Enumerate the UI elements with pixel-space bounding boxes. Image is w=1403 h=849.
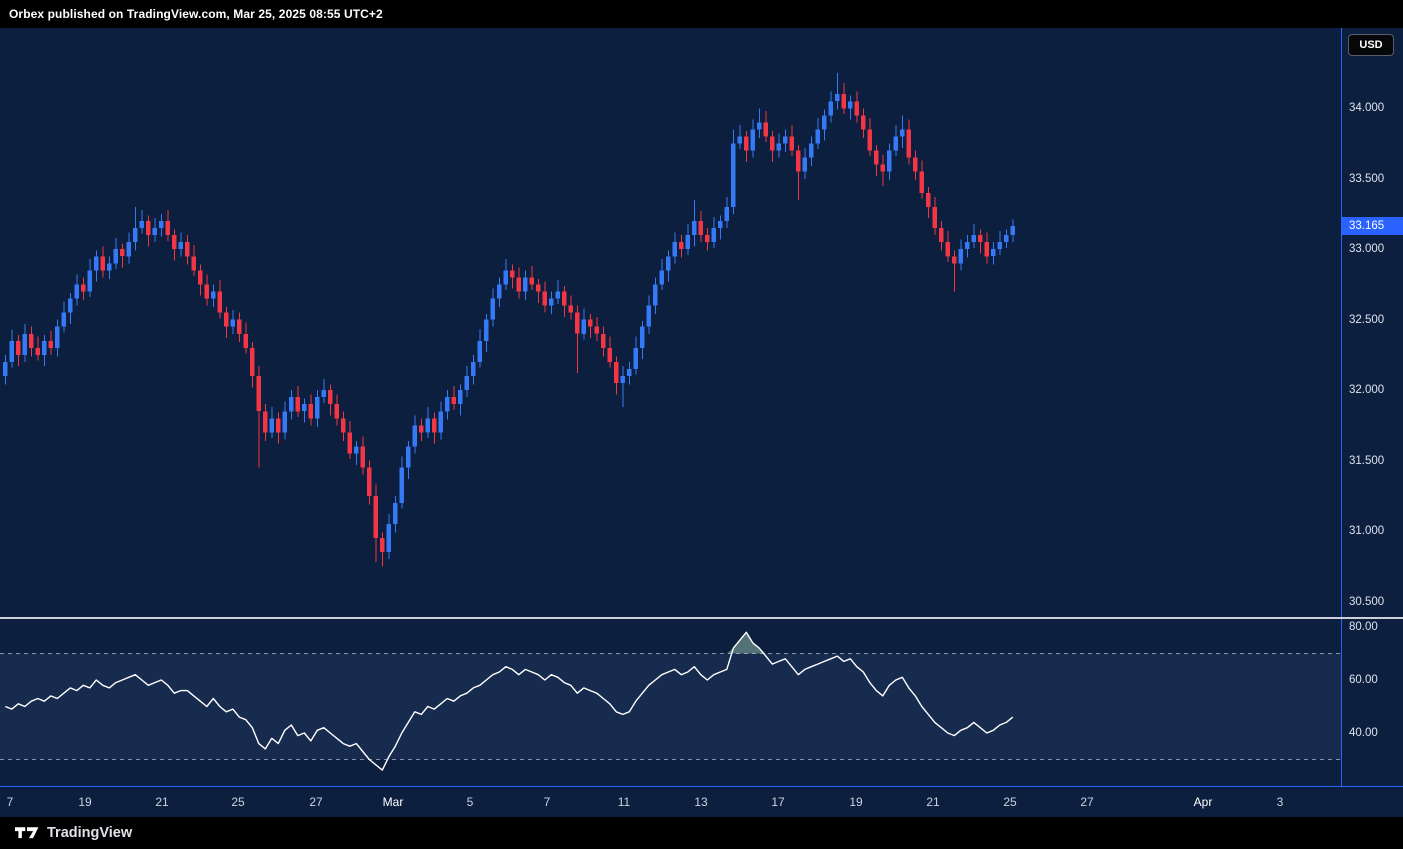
time-tick-label: 5 bbox=[466, 795, 474, 809]
price-tick-label: 34.000 bbox=[1349, 102, 1385, 115]
time-tick-label: 27 bbox=[309, 795, 323, 809]
time-tick-label: Mar bbox=[382, 795, 404, 809]
rsi-pane[interactable] bbox=[0, 619, 1341, 786]
time-tick-label: 19 bbox=[78, 795, 92, 809]
footer-bar: TradingView bbox=[0, 817, 1403, 849]
price-tick-label: 33.500 bbox=[1349, 172, 1385, 185]
price-tick-label: 32.000 bbox=[1349, 384, 1385, 397]
price-tick-label: 31.500 bbox=[1349, 454, 1385, 467]
rsi-tick-label: 60.00 bbox=[1349, 673, 1378, 686]
currency-badge: USD bbox=[1348, 34, 1394, 56]
time-tick-label: 7 bbox=[6, 795, 14, 809]
price-tick-label: 31.000 bbox=[1349, 525, 1385, 538]
price-tick-label: 32.500 bbox=[1349, 313, 1385, 326]
time-tick-label: Apr bbox=[1193, 795, 1213, 809]
time-tick-label: 19 bbox=[849, 795, 863, 809]
time-tick-label: 25 bbox=[1003, 795, 1017, 809]
time-axis-border bbox=[0, 786, 1403, 787]
price-scale[interactable]: USD 33.165 34.000 33.500 33.000 32.500 32.00… bbox=[1341, 28, 1403, 786]
time-tick-label: 13 bbox=[694, 795, 708, 809]
rsi-tick-label: 40.00 bbox=[1349, 726, 1378, 739]
time-tick-label: 21 bbox=[155, 795, 169, 809]
chart-area: USD 33.165 34.000 33.500 33.000 32.500 32.00… bbox=[0, 28, 1403, 786]
time-axis[interactable]: 7 19 21 25 27 Mar 5 7 11 13 17 19 21 25 27 Apr 3 bbox=[0, 787, 1403, 817]
time-tick-label: 7 bbox=[543, 795, 551, 809]
time-tick-label: 27 bbox=[1080, 795, 1094, 809]
publish-attribution-bar: Orbex published on TradingView.com, Mar … bbox=[0, 0, 1403, 28]
time-tick-label: 17 bbox=[771, 795, 785, 809]
price-tick-label: 30.500 bbox=[1349, 595, 1385, 608]
time-tick-label: 25 bbox=[231, 795, 245, 809]
time-tick-label: 11 bbox=[617, 795, 631, 809]
tradingview-brand-text[interactable]: TradingView bbox=[47, 825, 133, 841]
rsi-indicator-chart[interactable] bbox=[0, 619, 1341, 786]
time-tick-label: 21 bbox=[926, 795, 940, 809]
price-pane[interactable] bbox=[0, 28, 1341, 617]
time-tick-label: 3 bbox=[1276, 795, 1284, 809]
candlestick-chart[interactable] bbox=[0, 28, 1341, 617]
last-price-badge: 33.165 bbox=[1342, 216, 1403, 235]
tradingview-logo-icon[interactable] bbox=[15, 827, 39, 839]
pane-separator-handle[interactable] bbox=[0, 617, 1403, 619]
publish-text: Orbex published on TradingView.com, Mar … bbox=[9, 7, 383, 21]
price-tick-label: 33.000 bbox=[1349, 243, 1385, 256]
rsi-tick-label: 80.00 bbox=[1349, 620, 1378, 633]
